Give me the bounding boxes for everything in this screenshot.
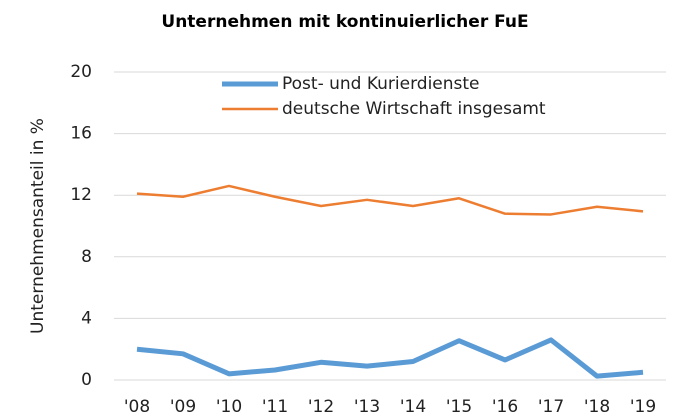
- x-tick-label: '09: [170, 397, 196, 417]
- y-tick-label: 20: [70, 62, 92, 82]
- series-line: [136, 184, 644, 216]
- x-tick-label: '17: [538, 397, 564, 417]
- legend-label: deutsche Wirtschaft insgesamt: [282, 99, 546, 119]
- x-tick-label: '11: [262, 397, 288, 417]
- x-tick-label: '16: [492, 397, 518, 417]
- legend-label: Post- und Kurierdienste: [282, 74, 480, 94]
- y-tick-label: 12: [70, 185, 92, 205]
- x-tick-label: '14: [400, 397, 426, 417]
- x-tick-label: '19: [630, 397, 656, 417]
- y-tick-label: 8: [81, 247, 92, 267]
- x-tick-label: '08: [124, 397, 150, 417]
- series-line: [136, 337, 644, 379]
- x-tick-label: '10: [216, 397, 242, 417]
- y-axis-label: Unternehmensanteil in %: [28, 118, 48, 334]
- y-tick-label: 4: [81, 308, 92, 328]
- x-tick-label: '13: [354, 397, 380, 417]
- chart-title: Unternehmen mit kontinuierlicher FuE: [161, 12, 528, 32]
- x-tick-label: '18: [584, 397, 610, 417]
- y-tick-label: 16: [70, 124, 92, 144]
- x-tick-label: '15: [446, 397, 472, 417]
- y-tick-label: 0: [81, 370, 92, 390]
- x-tick-label: '12: [308, 397, 334, 417]
